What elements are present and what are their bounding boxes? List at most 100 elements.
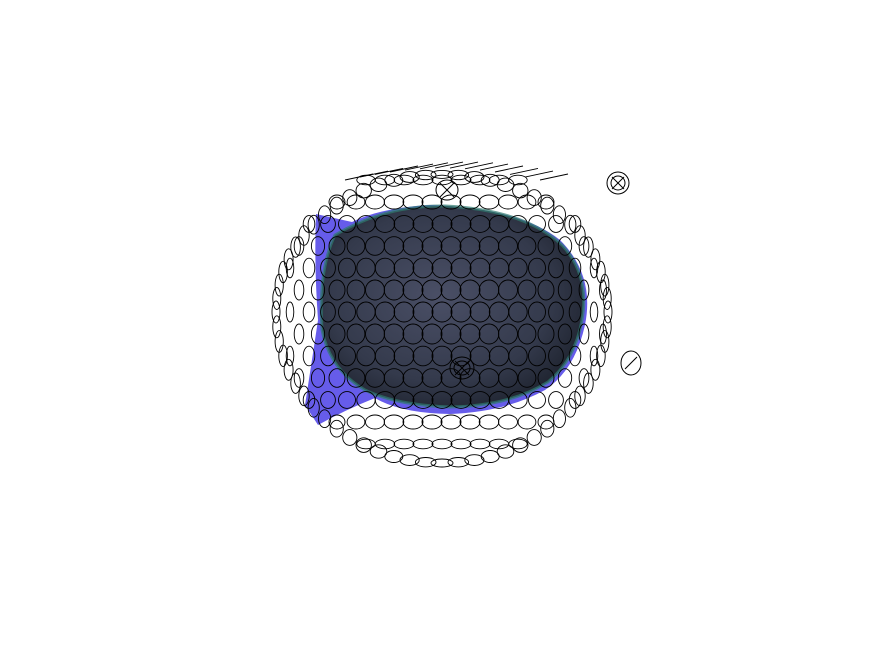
sensor-ellipse <box>307 397 320 418</box>
sensor-ellipse <box>310 236 326 256</box>
sensor-ellipse <box>412 301 434 323</box>
sensor-ellipse <box>272 315 282 339</box>
sensor-ellipse <box>374 301 396 323</box>
sensor-ellipse <box>290 372 301 394</box>
sensor-ellipse <box>298 385 310 407</box>
sensor-ellipse <box>557 279 573 301</box>
sensor-ellipse <box>526 429 542 446</box>
sensor-ellipse <box>431 257 453 279</box>
sensor-ellipse <box>383 279 405 301</box>
sensor-ellipse <box>431 215 453 233</box>
sensor-ellipse <box>338 345 356 367</box>
sensor-ellipse <box>578 323 590 345</box>
sensor-ellipse <box>431 438 453 450</box>
sensor-ellipse <box>548 215 564 233</box>
sensor-ellipse <box>431 345 453 367</box>
sensor-ellipse <box>365 414 385 430</box>
sensor-ellipse <box>590 358 601 381</box>
sensor-ellipse <box>328 194 346 210</box>
sensor-ellipse <box>384 450 404 463</box>
sensor-ellipse <box>274 330 284 353</box>
sensor-ellipse <box>517 414 537 430</box>
sensor-ellipse <box>512 437 529 453</box>
fiducial-marker-icon[interactable] <box>620 350 642 376</box>
sensor-ellipse <box>355 182 372 199</box>
sensor-ellipse <box>469 301 491 323</box>
sensor-ellipse <box>374 215 396 233</box>
sensor-ellipse <box>329 419 344 438</box>
sensor-ellipse <box>552 205 566 225</box>
sensor-ellipse <box>320 345 336 367</box>
fiducial-marker-icon[interactable] <box>606 171 630 195</box>
sensor-ellipse <box>310 279 326 301</box>
sensor-ellipse <box>421 368 443 388</box>
sensor-ellipse <box>578 279 590 301</box>
sensor-ellipse <box>508 438 528 450</box>
sensor-ellipse <box>548 257 564 279</box>
sensor-ellipse <box>528 345 546 367</box>
sensor-ellipse <box>293 279 305 301</box>
sensor-ellipse <box>464 454 485 466</box>
sensor-ellipse <box>412 438 434 450</box>
sensor-ellipse <box>528 257 546 279</box>
sensor-ellipse <box>318 409 332 429</box>
sensor-ellipse <box>393 438 415 450</box>
sensor-ellipse <box>402 194 424 210</box>
sensor-ellipse <box>421 236 443 256</box>
sensor-ellipse <box>557 323 573 345</box>
sensor-ellipse <box>338 257 356 279</box>
mesh-line <box>404 163 434 171</box>
sensor-ellipse <box>574 385 586 407</box>
sensor-ellipse <box>393 345 415 367</box>
sensor-ellipse <box>383 194 405 210</box>
sensor-ellipse <box>478 414 500 430</box>
sensor-ellipse <box>508 215 528 233</box>
sensor-ellipse <box>568 345 582 367</box>
sensor-ellipse <box>320 301 336 323</box>
sensor-ellipse <box>548 301 564 323</box>
sensor-ellipse <box>440 279 462 301</box>
sensor-ellipse <box>440 323 462 345</box>
mesh-line <box>389 165 419 173</box>
sensor-ellipse <box>272 287 282 310</box>
sensor-ellipse <box>508 391 528 409</box>
sensor-ellipse <box>412 257 434 279</box>
sensor-ellipse <box>469 438 491 450</box>
sensor-ellipse <box>283 248 294 271</box>
sensor-ellipse <box>346 414 366 430</box>
sensor-ellipse <box>590 248 601 271</box>
sensor-ellipse <box>328 368 346 388</box>
sensor-ellipse <box>459 323 481 345</box>
sensor-ellipse <box>498 414 518 430</box>
sensor-ellipse <box>302 345 316 367</box>
sensor-ellipse <box>369 177 388 192</box>
sensor-ellipse <box>526 189 542 206</box>
sensor-ellipse <box>508 345 528 367</box>
fiducial-marker-icon[interactable] <box>435 179 459 201</box>
sensor-ellipse <box>374 438 396 450</box>
sensor-ellipse <box>402 236 424 256</box>
sensor-ellipse <box>528 301 546 323</box>
sensor-ellipse <box>355 437 372 453</box>
sensor-ellipse <box>450 391 472 409</box>
sensor-ellipse <box>346 279 366 301</box>
sensor-ellipse <box>537 368 555 388</box>
sensor-ellipse <box>399 454 420 466</box>
sensor-ellipse <box>517 279 537 301</box>
sensor-ellipse <box>285 301 295 323</box>
mesh-line <box>419 162 449 170</box>
mesh-line <box>494 165 524 173</box>
sensor-ellipse <box>421 323 443 345</box>
sensor-ellipse <box>346 236 366 256</box>
sensor-ellipse <box>564 397 577 418</box>
sensor-ellipse <box>540 196 555 215</box>
sensor-ellipse <box>302 257 316 279</box>
sensor-ellipse <box>469 257 491 279</box>
sensor-ellipse <box>450 345 472 367</box>
sensor-ellipse <box>278 260 288 284</box>
fiducial-marker-icon[interactable] <box>449 356 475 380</box>
sensor-ellipse <box>374 257 396 279</box>
sensor-ellipse <box>393 391 415 409</box>
